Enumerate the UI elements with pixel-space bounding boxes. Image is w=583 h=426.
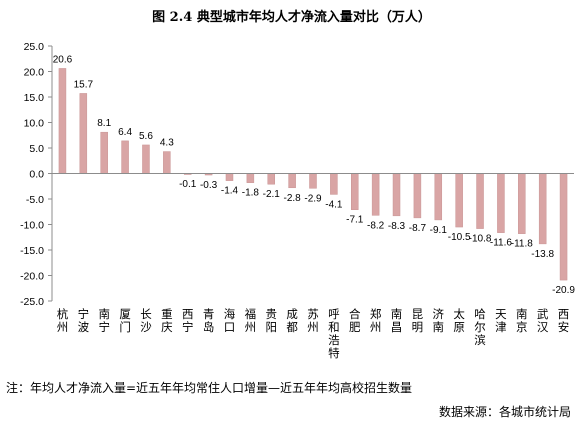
data-label: -20.9 [552, 285, 575, 296]
bar [288, 173, 296, 189]
y-tick-label: -20.0 [20, 271, 44, 283]
data-label: -10.5 [448, 232, 471, 243]
bar [267, 173, 275, 185]
bar [392, 173, 401, 217]
data-label: -0.3 [200, 180, 218, 191]
data-label: 5.6 [139, 131, 153, 142]
data-label: 6.4 [118, 127, 132, 138]
data-label: -11.6 [490, 238, 512, 249]
bar [58, 68, 67, 174]
data-label: -1.4 [221, 186, 239, 197]
category-label: 厦门 [119, 307, 131, 334]
bar [476, 173, 484, 229]
bar [100, 131, 108, 174]
category-label: 天津 [495, 307, 507, 334]
y-tick-label: -15.0 [20, 245, 44, 257]
data-label: 20.6 [53, 54, 73, 65]
data-label: -4.1 [325, 199, 343, 210]
data-label: -7.1 [346, 215, 364, 226]
data-label: -0.1 [179, 179, 197, 190]
data-label: -2.1 [263, 189, 281, 200]
chart-title: 图 2.4 典型城市年均人才净流入量对比（万人） [152, 10, 431, 25]
bar [330, 173, 338, 195]
category-label: 合肥 [349, 307, 361, 334]
category-label: 杭州 [57, 307, 69, 334]
bar [413, 173, 422, 219]
bar [142, 144, 150, 174]
category-label: 南宁 [98, 307, 110, 334]
data-label: -8.2 [367, 220, 385, 231]
data-label: -9.1 [430, 225, 448, 236]
category-label: 呼和浩特 [328, 307, 340, 360]
category-label: 济南 [433, 307, 445, 334]
category-label: 长沙 [140, 307, 152, 334]
footnote: 注：年均人才净流入量=近五年年均常住人口增量—近五年年均高校招生数量 [6, 381, 413, 395]
bar [497, 173, 505, 233]
data-label: -13.8 [531, 249, 554, 260]
bar [434, 173, 443, 221]
y-tick-label: -10.0 [20, 220, 44, 232]
data-label: -1.8 [242, 188, 260, 199]
category-label: 郑州 [370, 307, 382, 334]
category-label: 重庆 [161, 307, 173, 334]
category-label: 南昌 [391, 307, 403, 334]
y-tick-label: 15.0 [24, 92, 45, 104]
data-label: -8.3 [388, 221, 406, 232]
category-label: 武汉 [537, 307, 549, 334]
data-label: -11.8 [511, 239, 533, 250]
data-label: -8.7 [409, 223, 427, 234]
y-tick-label: -5.0 [26, 194, 44, 206]
data-source: 数据来源：各城市统计局 [438, 405, 571, 419]
y-tick-label: 20.0 [24, 67, 45, 79]
category-label: 哈尔滨 [474, 307, 486, 347]
category-label: 苏州 [307, 307, 319, 334]
bar [163, 151, 171, 174]
y-tick-label: 0.0 [29, 169, 44, 181]
category-label: 西安 [558, 307, 570, 334]
category-label: 南京 [516, 307, 528, 334]
category-label: 贵阳 [265, 307, 277, 334]
bar [371, 173, 380, 216]
bar [225, 173, 234, 181]
y-tick-label: 5.0 [29, 143, 44, 155]
bar [121, 140, 129, 174]
y-tick-label: 25.0 [24, 41, 45, 53]
data-label: -2.8 [284, 193, 302, 204]
category-label: 昆明 [412, 307, 424, 334]
category-label: 海口 [224, 307, 236, 334]
bar [351, 173, 359, 210]
data-label: -2.9 [304, 193, 322, 204]
y-tick-label: 10.0 [24, 118, 45, 130]
y-tick-label: -25.0 [20, 296, 44, 308]
bar [309, 173, 317, 189]
bar [79, 93, 88, 174]
bar [518, 173, 526, 234]
category-label: 青岛 [203, 307, 215, 334]
data-label: 15.7 [74, 79, 94, 90]
data-label: 4.3 [160, 138, 174, 149]
bar [455, 173, 463, 228]
category-label: 西宁 [182, 307, 194, 334]
bar [538, 173, 547, 245]
category-label: 成都 [286, 307, 298, 334]
bar [246, 173, 255, 183]
category-label: 福州 [245, 307, 257, 334]
category-label: 宁波 [78, 307, 90, 334]
bar [559, 173, 568, 281]
category-label: 太原 [453, 307, 465, 334]
data-label: -10.8 [469, 234, 492, 245]
data-label: 8.1 [97, 118, 111, 129]
